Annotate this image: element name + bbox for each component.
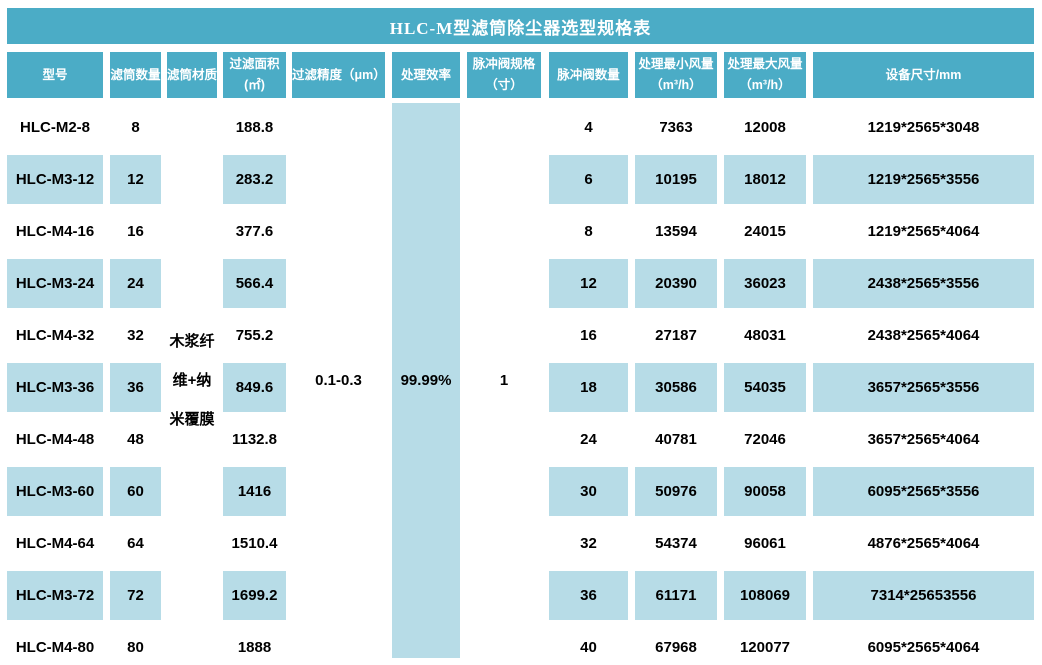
cell-dims: 2438*2565*3556 — [813, 259, 1034, 308]
cell-qty: 80 — [127, 639, 144, 656]
cell-model: HLC-M3-60 — [7, 467, 103, 516]
cell-model: HLC-M2-8 — [20, 119, 90, 136]
merged-cell-precision: 0.1-0.3 — [315, 372, 362, 389]
cell-area: 1888 — [237, 639, 272, 656]
cell-model: HLC-M4-64 — [15, 535, 95, 552]
merged-cell-efficiency: 99.99% — [392, 103, 460, 658]
cell-area: 1510.4 — [231, 535, 278, 552]
header-valve-qty: 脉冲阀数量 — [549, 52, 628, 98]
cell-valve-qty: 32 — [580, 535, 597, 552]
cell-dims: 1219*2565*3048 — [867, 119, 980, 136]
cell-dims: 7314*25653556 — [813, 571, 1034, 620]
cell-area: 283.2 — [223, 155, 286, 204]
header-material: 滤筒材质 — [167, 52, 217, 98]
cell-dims: 1219*2565*4064 — [867, 223, 980, 240]
cell-min-flow: 50976 — [635, 467, 717, 516]
cell-qty: 24 — [110, 259, 161, 308]
cell-valve-qty: 16 — [580, 327, 597, 344]
cell-model: HLC-M4-48 — [15, 431, 95, 448]
cell-max-flow: 108069 — [724, 571, 806, 620]
cell-area: 1132.8 — [231, 431, 278, 448]
cell-max-flow: 24015 — [744, 223, 786, 240]
cell-valve-qty: 24 — [580, 431, 597, 448]
cell-qty: 16 — [127, 223, 144, 240]
cell-dims: 6095*2565*3556 — [813, 467, 1034, 516]
cell-qty: 72 — [110, 571, 161, 620]
cell-min-flow: 54374 — [655, 535, 697, 552]
cell-min-flow: 61171 — [635, 571, 717, 620]
cell-max-flow: 72046 — [744, 431, 786, 448]
cell-dims: 3657*2565*4064 — [867, 431, 980, 448]
cell-qty: 36 — [110, 363, 161, 412]
cell-max-flow: 36023 — [724, 259, 806, 308]
cell-model: HLC-M3-24 — [7, 259, 103, 308]
cell-model: HLC-M3-72 — [7, 571, 103, 620]
cell-min-flow: 27187 — [655, 327, 697, 344]
cell-valve-qty: 6 — [549, 155, 628, 204]
cell-max-flow: 18012 — [724, 155, 806, 204]
cell-min-flow: 67968 — [655, 639, 697, 656]
cell-area: 1416 — [223, 467, 286, 516]
cell-qty: 8 — [131, 119, 140, 136]
cell-max-flow: 90058 — [724, 467, 806, 516]
header-qty: 滤筒数量 — [110, 52, 161, 98]
cell-min-flow: 40781 — [655, 431, 697, 448]
cell-max-flow: 12008 — [744, 119, 786, 136]
cell-min-flow: 30586 — [635, 363, 717, 412]
cell-model: HLC-M4-80 — [15, 639, 95, 656]
cell-qty: 48 — [127, 431, 144, 448]
cell-qty: 60 — [110, 467, 161, 516]
cell-area: 1699.2 — [223, 571, 286, 620]
cell-max-flow: 96061 — [744, 535, 786, 552]
cell-area: 377.6 — [235, 223, 274, 240]
cell-max-flow: 120077 — [739, 639, 791, 656]
cell-valve-qty: 8 — [584, 223, 593, 240]
header-dims: 设备尺寸/mm — [813, 52, 1034, 98]
cell-area: 849.6 — [223, 363, 286, 412]
cell-dims: 2438*2565*4064 — [867, 327, 980, 344]
cell-valve-qty: 40 — [580, 639, 597, 656]
cell-valve-qty: 18 — [549, 363, 628, 412]
cell-area: 188.8 — [235, 119, 274, 136]
cell-min-flow: 13594 — [655, 223, 697, 240]
cell-min-flow: 7363 — [659, 119, 693, 136]
header-precision: 过滤精度（μm） — [292, 52, 386, 98]
cell-qty: 64 — [127, 535, 144, 552]
cell-dims: 4876*2565*4064 — [867, 535, 980, 552]
cell-qty: 32 — [127, 327, 144, 344]
table-title: HLC-M型滤筒除尘器选型规格表 — [7, 8, 1034, 44]
cell-dims: 6095*2565*4064 — [867, 639, 980, 656]
header-valve-spec: 脉冲阀规格 （寸） — [467, 52, 541, 98]
cell-max-flow: 48031 — [744, 327, 786, 344]
header-min-flow: 处理最小风量 （m³/h） — [635, 52, 717, 98]
cell-valve-qty: 4 — [584, 119, 593, 136]
cell-valve-qty: 36 — [549, 571, 628, 620]
cell-area: 755.2 — [235, 327, 274, 344]
header-area: 过滤面积 (㎡) — [223, 52, 286, 98]
merged-cell-material: 木浆纤 维+纳 米覆膜 — [169, 333, 215, 428]
cell-model: HLC-M3-36 — [7, 363, 103, 412]
cell-min-flow: 20390 — [635, 259, 717, 308]
cell-dims: 1219*2565*3556 — [813, 155, 1034, 204]
cell-valve-qty: 30 — [549, 467, 628, 516]
cell-max-flow: 54035 — [724, 363, 806, 412]
header-max-flow: 处理最大风量 （m³/h） — [724, 52, 806, 98]
header-efficiency: 处理效率 — [392, 52, 460, 98]
cell-model: HLC-M3-12 — [7, 155, 103, 204]
merged-cell-valve-spec: 1 — [499, 372, 509, 389]
cell-model: HLC-M4-16 — [15, 223, 95, 240]
cell-min-flow: 10195 — [635, 155, 717, 204]
cell-qty: 12 — [110, 155, 161, 204]
cell-valve-qty: 12 — [549, 259, 628, 308]
cell-model: HLC-M4-32 — [15, 327, 95, 344]
cell-dims: 3657*2565*3556 — [813, 363, 1034, 412]
header-model: 型号 — [7, 52, 103, 98]
cell-area: 566.4 — [223, 259, 286, 308]
